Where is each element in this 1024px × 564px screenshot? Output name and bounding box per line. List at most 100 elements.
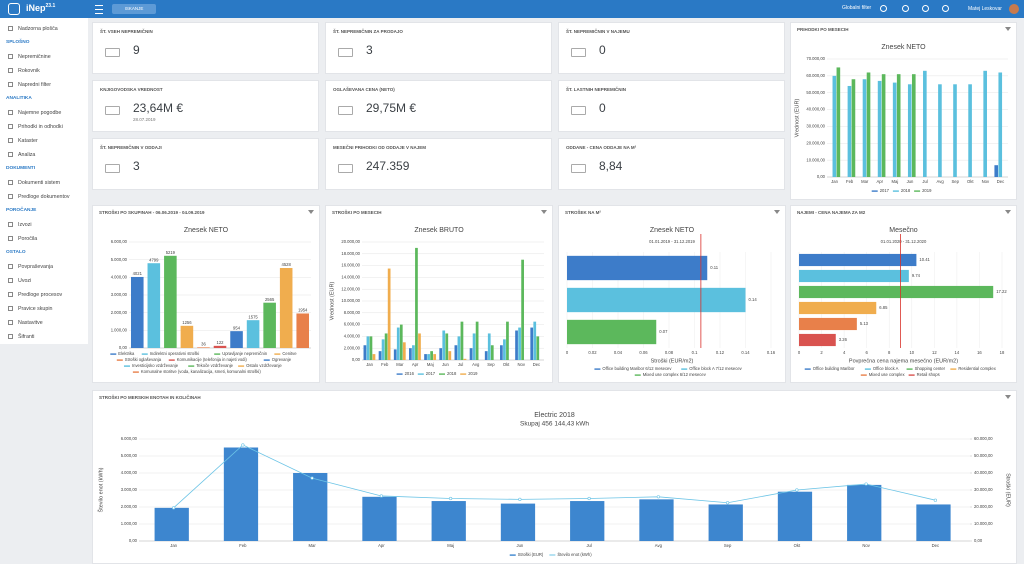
notifications[interactable] — [880, 5, 887, 12]
global-filter[interactable]: Globalni filter — [842, 5, 872, 11]
nav-item[interactable]: Predloge dokumentov — [8, 194, 70, 200]
kpi-title: ŠT. NEPREMIČNIN ZA PRODAJO — [333, 29, 403, 34]
bar — [372, 354, 376, 360]
bar — [180, 325, 194, 348]
chart-subtitle: 01.01.2020 - 31.12.2020 — [881, 239, 927, 244]
bar — [393, 349, 397, 360]
nav-item[interactable]: Povpraševanja — [7, 264, 54, 270]
x-tick-label: Mar — [861, 179, 869, 184]
value-label: 5219 — [166, 250, 176, 255]
bar — [881, 74, 886, 177]
nav-item[interactable]: Uvozi — [7, 278, 32, 284]
filter-icon[interactable] — [774, 210, 780, 214]
value-label: 10.41 — [919, 257, 930, 262]
nav-item[interactable]: Dokumenti sistem — [7, 180, 61, 186]
nav-item[interactable]: Rokovnik — [8, 68, 40, 74]
x-tick-label: Maj — [447, 543, 454, 548]
kpi-icon — [571, 106, 586, 115]
legend-label: Stroški (EUR) — [518, 552, 544, 557]
legend-label: Office block A — [873, 366, 899, 371]
settings[interactable] — [942, 5, 949, 12]
value-label: 4528 — [282, 262, 292, 267]
bar — [998, 72, 1003, 177]
bar — [363, 345, 367, 360]
y-axis-title: Število enot (kWh) — [97, 467, 104, 512]
filter-icon[interactable] — [541, 210, 547, 214]
nav-item[interactable]: Nastavitve — [8, 320, 43, 326]
x-tick-label: Mar — [309, 543, 317, 548]
chart-panel: STROŠKI PO MERSKIH ENOTAH IN KOLIČINAH El… — [92, 390, 1017, 564]
bar — [442, 330, 446, 360]
x-tick-label: Nov — [862, 543, 870, 548]
x-tick-label: Dec — [932, 543, 939, 548]
legend-swatch — [908, 374, 915, 376]
x-tick-label: Okt — [967, 179, 974, 184]
nav-item[interactable]: Kataster — [8, 138, 38, 144]
bar — [896, 74, 901, 177]
kpi-value: 0 — [599, 101, 606, 115]
nav-item[interactable]: Poročila — [7, 236, 38, 242]
x-tick-label: Sep — [487, 362, 495, 367]
legend-label: 2016 — [405, 371, 415, 376]
y2-tick-label: 60.000,00 — [974, 436, 993, 441]
nav-item[interactable]: Napredni filter — [8, 82, 51, 88]
x-tick-label: Nov — [518, 362, 526, 367]
bar — [953, 84, 957, 177]
value-label: 1954 — [298, 308, 308, 313]
panel-title: PRIHODKI PO MESECIH — [797, 27, 849, 32]
x-tick-label: 0.08 — [665, 350, 674, 355]
nav-item[interactable]: Šifranti — [8, 334, 35, 340]
bar — [448, 351, 452, 360]
x-tick-label: Jan — [831, 179, 838, 184]
y-tick-label: 16.000,00 — [341, 263, 360, 268]
value-label: 122 — [217, 340, 225, 345]
nav-item[interactable]: Nadzorna plošča — [8, 26, 58, 32]
kpi-title: ŠT. NEPREMIČNIN V ODDAJI — [100, 145, 162, 150]
y2-tick-label: 10.000,00 — [974, 521, 993, 526]
help[interactable] — [922, 5, 929, 12]
avatar[interactable] — [1009, 4, 1019, 14]
menu-toggle[interactable] — [95, 5, 103, 14]
filter-icon[interactable] — [1005, 27, 1011, 31]
bar — [293, 473, 328, 541]
nav-item[interactable]: Najemne pogodbe — [7, 110, 62, 116]
nav-section: POROČANJE — [6, 208, 37, 213]
search-button[interactable]: ISKANJE — [112, 4, 156, 14]
chart-panel: STROŠKI PO SKUPINAH - 06.06.2019 - 04.09… — [92, 205, 320, 383]
x-tick-label: Dec — [533, 362, 540, 367]
y-tick-label: 2.000,00 — [121, 504, 138, 509]
kpi-icon — [338, 48, 353, 57]
bar — [500, 345, 503, 360]
bar — [366, 336, 370, 360]
legend-label: Upravljanje nepremičnin — [222, 351, 268, 356]
x-tick-label: 8 — [888, 350, 891, 355]
logo-text: iNep — [26, 3, 46, 13]
y2-axis-title: Stroški (EUR) — [1005, 473, 1011, 507]
nav-section: DOKUMENTI — [6, 166, 36, 171]
legend-swatch — [116, 359, 123, 361]
bar — [418, 333, 421, 360]
x-tick-label: 0 — [566, 350, 569, 355]
filter-icon[interactable] — [1005, 395, 1011, 399]
filter-icon[interactable] — [308, 210, 314, 214]
legend-label: Tekoče vzdrževanje — [196, 363, 233, 368]
nav-item[interactable]: Prihodki in odhodki — [8, 124, 63, 130]
nav-item[interactable]: Analiza — [7, 152, 36, 158]
nav-item[interactable]: Predloge procesov — [7, 292, 63, 298]
legend-swatch — [860, 374, 867, 376]
nav-item[interactable]: Pravice skupin — [7, 306, 53, 312]
kpi-card: ŠT. LASTNIH NEPREMIČNIN 0 — [558, 80, 785, 132]
value-label: 36 — [201, 341, 206, 346]
x-tick-label: Mar — [396, 362, 404, 367]
line-point — [656, 495, 660, 499]
bar — [851, 79, 856, 177]
filter-icon[interactable] — [1005, 210, 1011, 214]
bar — [907, 84, 912, 177]
line-point — [379, 494, 383, 498]
bar — [799, 253, 917, 267]
nav-item[interactable]: Nepremičnine — [8, 54, 51, 60]
x-tick-label: Jun — [907, 179, 914, 184]
tips[interactable] — [902, 5, 909, 12]
user-name[interactable]: Matej Leskovar — [968, 6, 1002, 12]
nav-item[interactable]: Izvozi — [8, 222, 32, 228]
